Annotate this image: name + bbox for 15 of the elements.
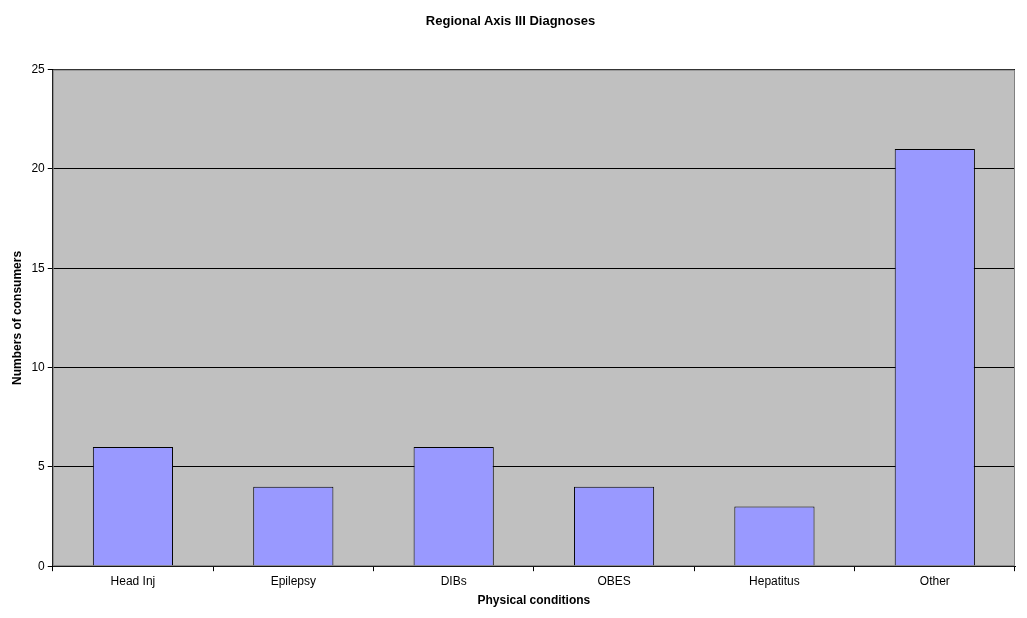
x-tick-label: Head Inj [110, 573, 156, 588]
y-tick-label: 25 [31, 61, 46, 76]
y-tick-label: 5 [38, 459, 46, 474]
x-tick-label: Hepatitus [749, 573, 800, 588]
x-tick-label: Other [919, 573, 950, 588]
y-axis-title: Numbers of consumers [9, 250, 24, 385]
x-tick-label: OBES [597, 573, 631, 588]
x-tick-label: Epilepsy [270, 573, 316, 588]
y-tick-label: 20 [31, 161, 46, 176]
y-tick-label: 10 [31, 359, 46, 374]
x-tick-label: DIBs [440, 573, 467, 588]
y-tick-label: 0 [38, 558, 46, 573]
y-tick-label: 15 [31, 260, 46, 275]
x-axis-title: Physical conditions [477, 593, 591, 608]
chart-title: Regional Axis III Diagnoses [425, 13, 596, 29]
